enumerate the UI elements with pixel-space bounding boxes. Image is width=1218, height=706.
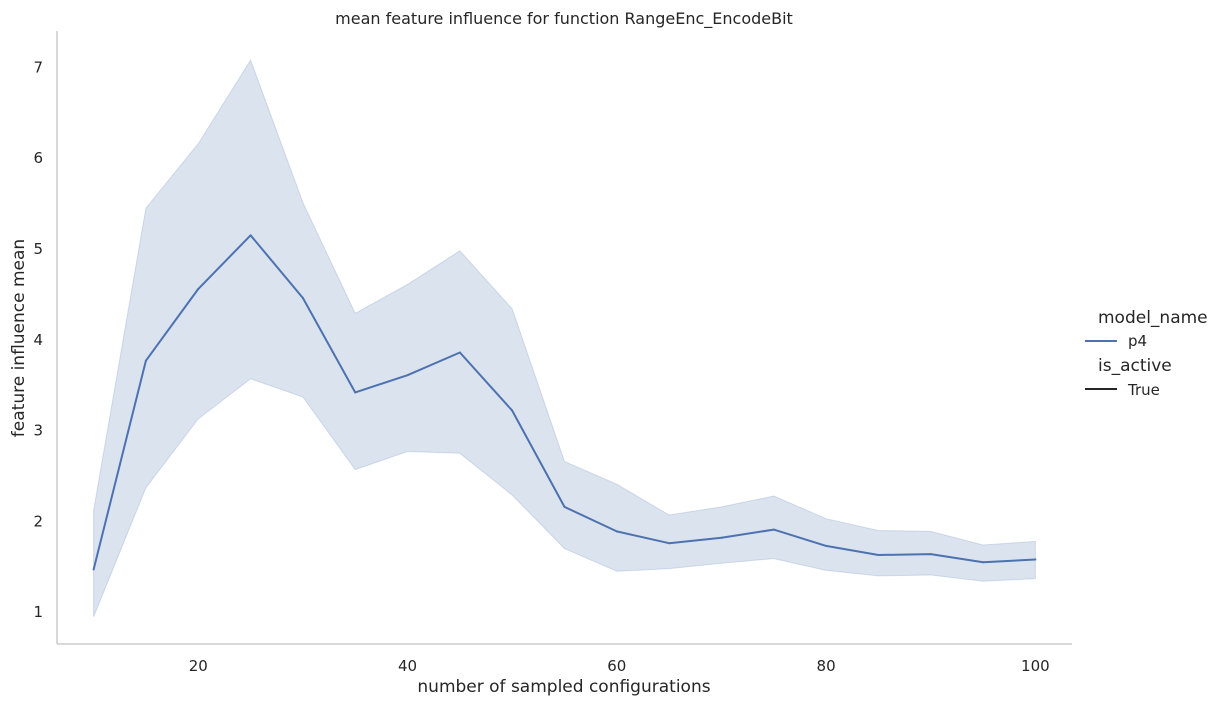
legend-hue-title: model_name (1098, 308, 1208, 328)
data-point-65 (668, 542, 671, 545)
data-point-55 (563, 505, 566, 508)
y-tick-label-2: 2 (33, 512, 43, 530)
x-tick-label-20: 20 (189, 657, 208, 675)
x-tick-label-80: 80 (817, 657, 836, 675)
y-tick-label-5: 5 (33, 240, 43, 258)
plot-area (92, 58, 1037, 617)
y-tick-label-7: 7 (33, 58, 43, 76)
legend: model_name p4 is_active True (1085, 308, 1208, 399)
x-axis-label: number of sampled configurations (417, 677, 710, 697)
data-point-100 (1034, 558, 1037, 561)
y-tick-label-6: 6 (33, 149, 43, 167)
legend-label-p4: p4 (1128, 332, 1147, 350)
x-tick-label-100: 100 (1021, 657, 1050, 675)
data-point-60 (615, 530, 618, 533)
confidence-band-p4 (93, 58, 1036, 617)
data-point-30 (301, 296, 304, 299)
data-point-10 (92, 568, 95, 571)
y-tick-label-3: 3 (33, 422, 43, 440)
data-point-20 (197, 287, 200, 290)
x-tick-labels: 20 40 60 80 100 (189, 657, 1050, 675)
data-point-95 (982, 561, 985, 564)
data-point-45 (458, 351, 461, 354)
data-point-90 (929, 553, 932, 556)
data-point-15 (144, 359, 147, 362)
data-point-80 (825, 544, 828, 547)
y-tick-label-4: 4 (33, 331, 43, 349)
data-point-25 (249, 234, 252, 237)
legend-style-title: is_active (1098, 356, 1172, 376)
legend-label-true: True (1127, 381, 1160, 399)
data-point-85 (877, 554, 880, 557)
y-tick-labels: 1 2 3 4 5 6 7 (33, 58, 43, 621)
data-point-50 (511, 409, 514, 412)
chart-title: mean feature influence for function Rang… (335, 9, 793, 29)
x-tick-label-40: 40 (398, 657, 417, 675)
y-tick-label-1: 1 (33, 603, 43, 621)
data-point-75 (772, 528, 775, 531)
data-point-40 (406, 374, 409, 377)
data-point-35 (354, 391, 357, 394)
data-point-70 (720, 536, 723, 539)
x-tick-label-60: 60 (607, 657, 626, 675)
y-axis-label: feature influence mean (9, 239, 29, 437)
